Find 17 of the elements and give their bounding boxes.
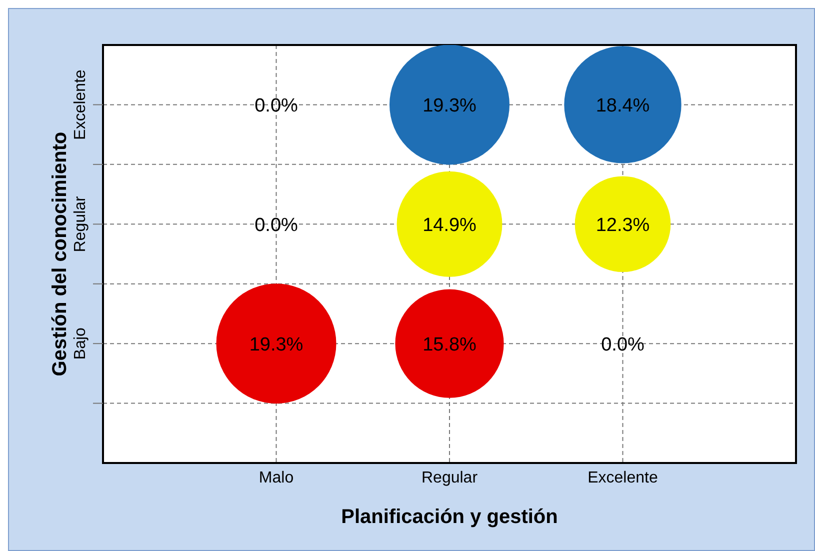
y-tick-label: Bajo <box>72 327 89 360</box>
data-label: 0.0% <box>601 334 645 356</box>
x-tick-label: Regular <box>421 469 478 486</box>
data-label: 15.8% <box>422 334 477 356</box>
x-tick-label: Malo <box>258 469 294 486</box>
x-axis-title: Planificación y gestión <box>341 506 558 528</box>
data-label: 0.0% <box>254 96 298 117</box>
y-tick-label: Regular <box>72 195 89 252</box>
data-label: 18.4% <box>596 96 650 117</box>
y-axis-title: Gestión del conocimiento <box>49 132 72 376</box>
data-label: 14.9% <box>422 215 477 236</box>
data-label: 12.3% <box>596 215 650 236</box>
data-label: 19.3% <box>249 334 304 356</box>
y-tick-label: Excelente <box>72 69 89 140</box>
x-tick-label: Excelente <box>588 469 658 486</box>
data-label: 19.3% <box>422 96 477 117</box>
data-label: 0.0% <box>254 215 298 236</box>
